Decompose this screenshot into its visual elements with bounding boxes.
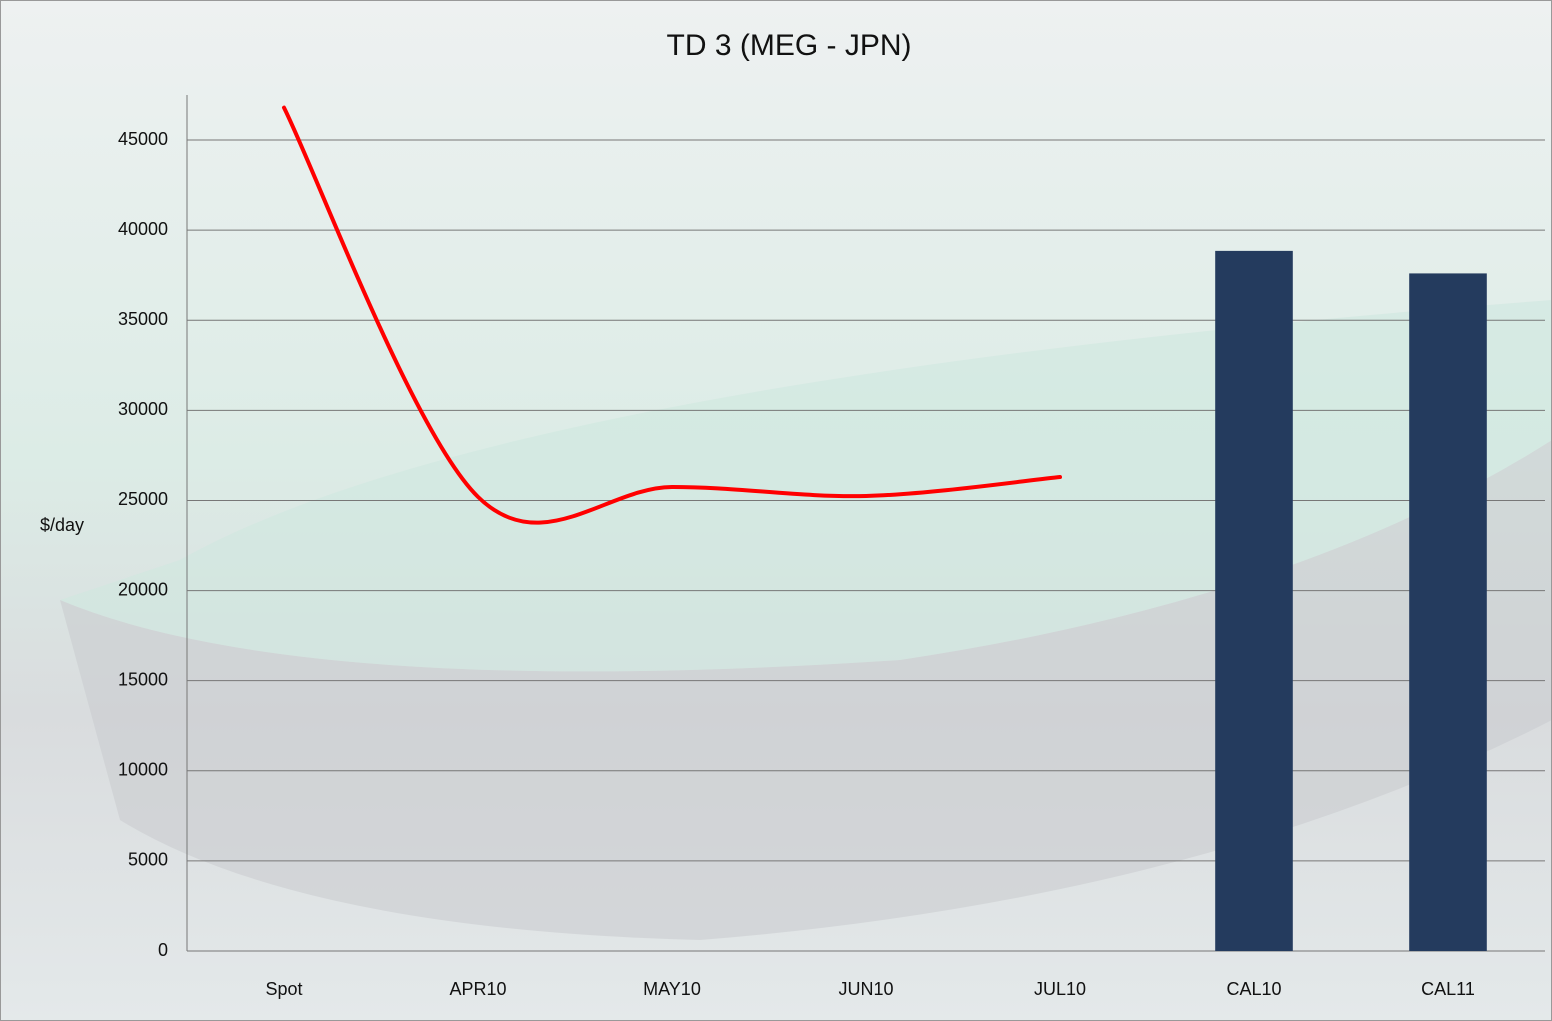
bar	[1215, 250, 1293, 952]
y-tick-label: 20000	[118, 579, 168, 599]
x-tick-label: MAY10	[643, 979, 701, 999]
y-tick-label: 30000	[118, 399, 168, 419]
y-tick-label: 10000	[118, 760, 168, 780]
x-tick-label: JUN10	[838, 979, 893, 999]
y-tick-label: 0	[158, 940, 168, 960]
x-tick-label: Spot	[265, 979, 302, 999]
background-shape	[60, 440, 1552, 940]
y-axis-label: $/day	[40, 515, 84, 535]
y-tick-label: 25000	[118, 489, 168, 509]
x-tick-label: APR10	[449, 979, 506, 999]
background-shape	[60, 300, 1552, 672]
y-tick-label: 45000	[118, 129, 168, 149]
x-tick-label: JUL10	[1034, 979, 1086, 999]
bar	[1409, 273, 1487, 951]
x-tick-label: CAL10	[1226, 979, 1281, 999]
y-tick-label: 35000	[118, 309, 168, 329]
chart-title: TD 3 (MEG - JPN)	[667, 29, 912, 62]
line	[282, 105, 1062, 525]
y-tick-label: 15000	[118, 669, 168, 689]
y-tick-label: 40000	[118, 219, 168, 239]
y-tick-label: 5000	[128, 850, 168, 870]
x-tick-label: CAL11	[1421, 979, 1475, 999]
